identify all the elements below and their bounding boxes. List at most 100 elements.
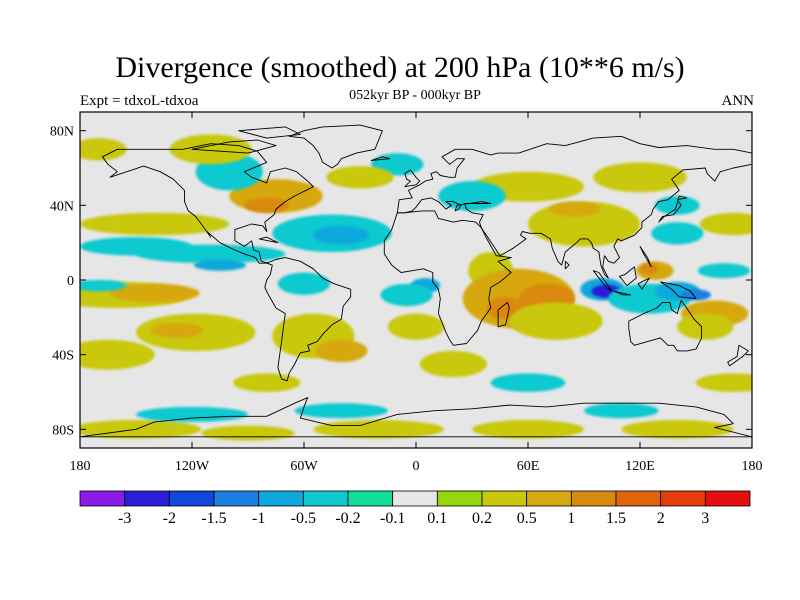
- field-contour-57: [80, 138, 127, 161]
- colorbar-label: 2: [657, 510, 665, 527]
- field-contour-7: [136, 244, 286, 264]
- y-tick-label: 0: [67, 274, 74, 289]
- coastline-13: [639, 245, 652, 268]
- coastline-22: [564, 260, 570, 270]
- coastline-5: [628, 300, 703, 352]
- colorbar-swatch-13: [615, 490, 662, 507]
- colorbar-swatch-10: [481, 490, 528, 507]
- colorbar-label: -3: [118, 510, 131, 527]
- field-contour-45: [699, 212, 752, 236]
- y-tick-label: 80N: [50, 125, 74, 140]
- field-contour-49: [80, 420, 202, 439]
- field-contour-17: [313, 225, 370, 245]
- colorbar-label: -2: [163, 510, 176, 527]
- coastlines: [80, 124, 752, 438]
- season-label: ANN: [721, 93, 755, 109]
- colorbar-label: 1: [567, 510, 575, 527]
- field-contour-46: [651, 222, 704, 245]
- x-tick-label: 0: [413, 459, 420, 474]
- field-contour-15: [244, 197, 290, 213]
- field-contour-25: [388, 313, 444, 340]
- x-tick-label: 180: [70, 459, 91, 474]
- map-subtitle: 052kyr BP - 000kyr BP: [349, 88, 481, 103]
- colorbar-swatch-15: [704, 490, 751, 507]
- map-title: Divergence (smoothed) at 200 hPa (10**6 …: [115, 51, 685, 84]
- colorbar-label: -0.1: [380, 510, 405, 527]
- field-contour-13: [277, 272, 331, 295]
- x-tick-label: 60W: [290, 459, 318, 474]
- coastline-21: [238, 126, 301, 139]
- colorbar-swatch-8: [392, 490, 438, 507]
- field-contour-58: [696, 373, 752, 392]
- colorbar-swatch-3: [168, 490, 215, 507]
- colorbar-label: 0.5: [517, 510, 537, 527]
- coastline-10: [619, 266, 637, 287]
- field-contour-56: [294, 403, 388, 419]
- field-contour-12: [315, 339, 368, 363]
- field-contour-51: [136, 406, 248, 422]
- coastline-15: [404, 169, 421, 188]
- coastline-18: [370, 156, 391, 161]
- colorbar-swatch-9: [436, 490, 483, 507]
- colorbar-swatch-4: [213, 490, 260, 507]
- experiment-label: Expt = tdxoL-tdxoa: [80, 93, 199, 109]
- field-contour-54: [621, 420, 734, 439]
- x-tick-label: 120W: [175, 459, 210, 474]
- field-contour-59: [233, 373, 301, 393]
- map-axes: 180 120W 60W 0 60E 120E 180 80N 40N 0 40S 80S: [50, 112, 763, 474]
- coastline-4: [396, 135, 752, 279]
- field-contour-52: [313, 420, 445, 439]
- coastline-11: [637, 277, 650, 290]
- coastline-20: [191, 139, 277, 154]
- colorbar-swatch-5: [258, 490, 304, 507]
- colorbar-label: -0.2: [335, 510, 360, 527]
- y-tick-label: 40N: [50, 199, 74, 214]
- field-contour-55: [584, 403, 659, 419]
- y-tick-label: 80S: [52, 423, 74, 438]
- field-contour-19: [326, 166, 394, 189]
- colorbar-swatch-6: [302, 490, 349, 507]
- coastline-16: [497, 301, 510, 328]
- field-contour-4: [151, 322, 204, 338]
- colorbar-label: 1.5: [606, 510, 626, 527]
- colorbar-label: 0.2: [472, 510, 492, 527]
- colorbar-swatch-7: [347, 490, 394, 507]
- coastline-17: [727, 344, 749, 367]
- colorbar-swatch-14: [660, 490, 706, 507]
- colorbar: -3 -2 -1.5 -1 -0.5 -0.2 -0.1 0.1 0.2 0.5 1 1.5 2 3: [79, 490, 751, 527]
- colorbar-swatch-11: [526, 490, 572, 507]
- coastline-2: [264, 257, 352, 382]
- field-contour-9: [80, 280, 127, 292]
- divergence-field: [80, 134, 752, 441]
- coastline-7: [80, 397, 752, 438]
- x-tick-label: 180: [742, 459, 763, 474]
- x-tick-label: 60E: [517, 459, 540, 474]
- x-tick-label: 120E: [625, 459, 655, 474]
- field-contour-44: [697, 263, 751, 279]
- field-contour-10: [80, 339, 155, 370]
- coastline-14: [658, 195, 688, 223]
- field-contour-34: [438, 181, 506, 211]
- field-contour-48: [654, 196, 700, 215]
- field-contour-32: [548, 201, 601, 217]
- field-contour-2: [109, 283, 200, 303]
- field-contour-53: [472, 420, 584, 439]
- colorbar-swatch-12: [570, 490, 617, 507]
- colorbar-swatch-1: [79, 490, 126, 507]
- field-contour-5: [80, 212, 230, 236]
- coastline-19: [258, 236, 279, 244]
- field-contour-23: [380, 283, 433, 307]
- colorbar-label: 3: [701, 510, 709, 527]
- field-contour-47: [593, 162, 687, 193]
- coastline-3: [383, 210, 512, 346]
- colorbar-label: -1.5: [201, 510, 226, 527]
- field-contour-24: [419, 350, 487, 378]
- field-contour-60: [490, 373, 566, 393]
- coastline-1: [101, 143, 314, 264]
- field-contour-41: [640, 263, 659, 275]
- colorbar-swatch-2: [124, 490, 170, 507]
- field-contour-50: [201, 425, 295, 441]
- colorbar-label: -0.5: [291, 510, 316, 527]
- coastline-8: [592, 270, 613, 292]
